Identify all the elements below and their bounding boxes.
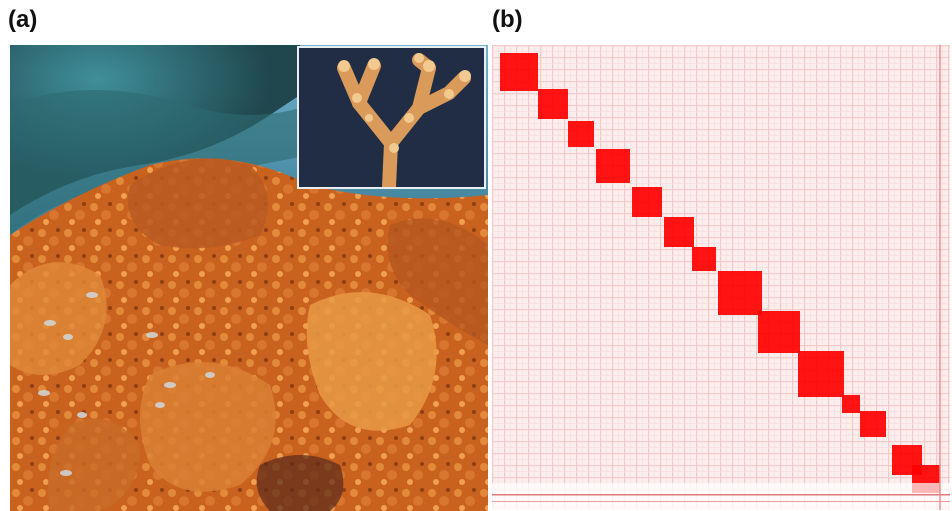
coral-branch-inset-photo — [297, 46, 486, 189]
contact-block — [664, 217, 694, 247]
contact-block — [718, 271, 762, 315]
contact-block — [758, 311, 800, 353]
contact-block — [632, 187, 662, 217]
contact-block — [568, 121, 594, 147]
contact-block — [596, 149, 630, 183]
panel-a-label: (a) — [8, 6, 38, 33]
hic-contact-map — [492, 45, 950, 510]
contact-block — [860, 411, 886, 437]
contact-block — [538, 89, 568, 119]
contact-block — [692, 247, 716, 271]
contact-block — [842, 395, 860, 413]
panel-b-label: (b) — [492, 6, 523, 33]
contact-block — [500, 53, 538, 91]
contact-block — [798, 351, 844, 397]
